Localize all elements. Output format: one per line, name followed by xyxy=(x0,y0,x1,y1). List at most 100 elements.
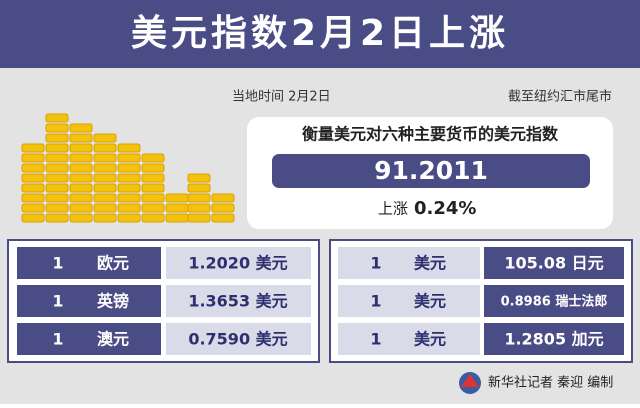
amount: 1 xyxy=(370,292,381,311)
coin xyxy=(117,163,141,173)
coin xyxy=(45,183,69,193)
coin xyxy=(69,213,93,223)
coin xyxy=(141,193,165,203)
coin xyxy=(93,213,117,223)
coin xyxy=(211,203,235,213)
date: 当地时间 2月2日 xyxy=(232,90,331,105)
currency-cell xyxy=(338,323,480,355)
coin xyxy=(45,163,69,173)
coin xyxy=(69,183,93,193)
coin xyxy=(93,193,117,203)
currency-cell xyxy=(17,247,161,279)
coin xyxy=(187,213,211,223)
coin xyxy=(93,173,117,183)
coin xyxy=(93,143,117,153)
title-band xyxy=(0,0,640,68)
value-cell xyxy=(484,323,624,355)
coin xyxy=(141,153,165,163)
coin xyxy=(45,113,69,123)
coin xyxy=(93,203,117,213)
rate: 1.3653 美元 xyxy=(188,292,287,311)
index-value-bar xyxy=(272,154,590,188)
coin xyxy=(45,143,69,153)
change-value: 0.24% xyxy=(414,198,476,219)
coin xyxy=(187,203,211,213)
coin xyxy=(165,213,189,223)
rate: 1.2805 加元 xyxy=(504,330,603,349)
rate: 105.08 日元 xyxy=(504,254,603,273)
coin xyxy=(117,203,141,213)
coin xyxy=(45,133,69,143)
coin xyxy=(141,183,165,193)
coin xyxy=(187,193,211,203)
coin xyxy=(69,133,93,143)
coin xyxy=(117,173,141,183)
currency: 美元 xyxy=(414,254,446,273)
coin xyxy=(141,163,165,173)
coin xyxy=(69,143,93,153)
index-label: 衡量美元对六种主要货币的美元指数 xyxy=(302,125,559,144)
amount: 1 xyxy=(52,254,63,273)
change-label: 上涨 xyxy=(378,200,408,218)
coin xyxy=(69,123,93,133)
coin xyxy=(93,133,117,143)
coin xyxy=(165,193,189,203)
currency-cell xyxy=(17,323,161,355)
coin xyxy=(187,183,211,193)
market-close: 截至纽约汇市尾市 xyxy=(508,89,612,105)
value-cell xyxy=(166,323,311,355)
coin xyxy=(21,203,45,213)
amount: 1 xyxy=(52,292,63,311)
coin xyxy=(45,123,69,133)
coin xyxy=(117,183,141,193)
amount: 1 xyxy=(52,330,63,349)
coin xyxy=(93,183,117,193)
coin xyxy=(69,203,93,213)
coin xyxy=(45,193,69,203)
coin xyxy=(21,193,45,203)
coin xyxy=(21,213,45,223)
coin-stacks xyxy=(21,113,235,223)
coin xyxy=(117,213,141,223)
amount: 1 xyxy=(370,330,381,349)
coin xyxy=(165,203,189,213)
coin xyxy=(21,163,45,173)
coin xyxy=(141,213,165,223)
currency: 欧元 xyxy=(97,254,129,273)
coin xyxy=(117,153,141,163)
coin xyxy=(45,213,69,223)
value-cell xyxy=(166,247,311,279)
coin xyxy=(45,203,69,213)
coin xyxy=(69,153,93,163)
coin xyxy=(211,213,235,223)
coin xyxy=(21,183,45,193)
coin xyxy=(69,163,93,173)
value-cell xyxy=(166,285,311,317)
coin xyxy=(187,173,211,183)
value-cell xyxy=(484,247,624,279)
rate: 1.2020 美元 xyxy=(188,254,287,273)
coin xyxy=(45,153,69,163)
coin xyxy=(141,173,165,183)
coin xyxy=(45,173,69,183)
coin xyxy=(117,193,141,203)
coin xyxy=(93,163,117,173)
coin xyxy=(69,193,93,203)
index-value: 91.2011 xyxy=(374,156,488,185)
logo-mark xyxy=(461,374,479,387)
coin xyxy=(141,203,165,213)
currency-cell xyxy=(338,285,480,317)
rate: 0.7590 美元 xyxy=(188,330,287,349)
credit: 新华社记者 秦迎 编制 xyxy=(488,375,613,391)
coin xyxy=(93,153,117,163)
currency: 英镑 xyxy=(96,292,129,311)
coin xyxy=(69,173,93,183)
coin xyxy=(211,193,235,203)
currency: 澳元 xyxy=(97,330,129,349)
currency-cell xyxy=(17,285,161,317)
coin xyxy=(21,173,45,183)
currency-cell xyxy=(338,247,480,279)
title: 美元指数2月2日上涨 xyxy=(131,13,509,54)
amount: 1 xyxy=(370,254,381,273)
